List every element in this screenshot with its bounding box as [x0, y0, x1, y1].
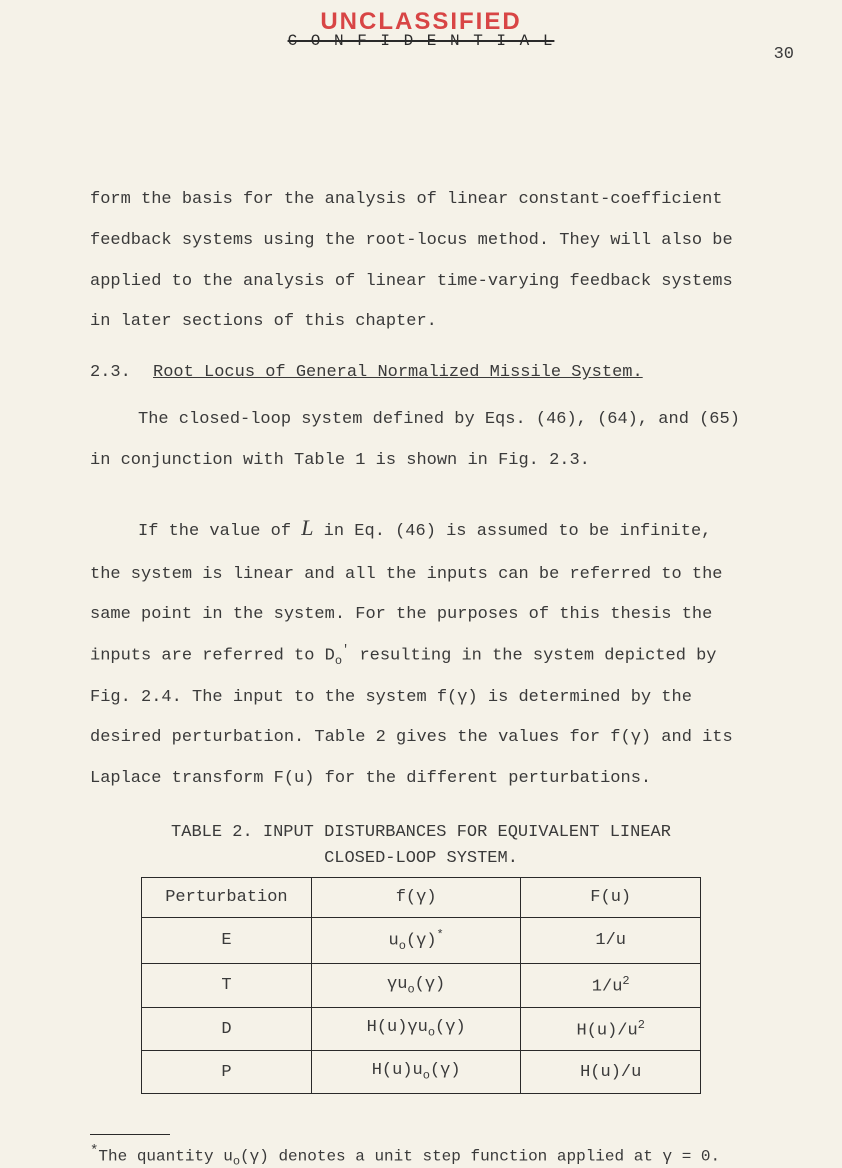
fgamma-pre: u [389, 932, 399, 951]
footnote-sub: o [233, 1154, 240, 1168]
fgamma-pre: H(u)γu [367, 1018, 428, 1037]
section-title: Root Locus of General Normalized Missile… [153, 363, 643, 382]
section-heading: 2.3. Root Locus of General Normalized Mi… [90, 363, 752, 382]
footnote-divider [90, 1134, 170, 1135]
fgamma-sub: o [423, 1069, 430, 1083]
script-l-symbol: L [301, 515, 313, 540]
fgamma-pre: H(u)u [372, 1061, 423, 1080]
cell-fu: 1/u [521, 918, 701, 964]
cell-perturbation: P [142, 1051, 312, 1093]
table-row: E uo(γ)* 1/u [142, 918, 701, 964]
para3-text-2: in Eq. (46) is assumed to be infinite, t… [90, 522, 723, 666]
disturbance-table: Perturbation f(γ) F(u) E uo(γ)* 1/u T γu… [141, 877, 701, 1094]
section-number: 2.3. [90, 363, 131, 382]
fu-sup: 2 [622, 974, 629, 988]
cell-fu: H(u)/u2 [521, 1007, 701, 1051]
fgamma-sub: o [407, 982, 414, 996]
table-row: T γuo(γ) 1/u2 [142, 964, 701, 1008]
fgamma-pre: γu [387, 975, 407, 994]
paragraph-2: The closed-loop system defined by Eqs. (… [90, 400, 752, 482]
header-fu: F(u) [521, 878, 701, 918]
fu-pre: 1/u [592, 978, 623, 997]
table-header-row: Perturbation f(γ) F(u) [142, 878, 701, 918]
cell-perturbation: T [142, 964, 312, 1008]
table-title: TABLE 2. INPUT DISTURBANCES FOR EQUIVALE… [90, 820, 752, 871]
para3-text-1: If the value of [138, 522, 291, 541]
table-row: D H(u)γuo(γ) H(u)/u2 [142, 1007, 701, 1051]
fgamma-sub: o [399, 939, 406, 953]
page-number: 30 [774, 45, 794, 64]
table-row: P H(u)uo(γ) H(u)/u [142, 1051, 701, 1093]
d-subscript: o [335, 654, 342, 668]
fgamma-post: (γ) [415, 975, 446, 994]
strikethrough-classification: C O N F I D E N T I A L [288, 32, 555, 50]
fgamma-post: (γ) [406, 932, 437, 951]
fu-pre: H(u)/u [577, 1021, 638, 1040]
footnote-star: * [90, 1143, 98, 1159]
fgamma-post: (γ) [435, 1018, 466, 1037]
cell-fgamma: H(u)uo(γ) [311, 1051, 521, 1093]
page-content: form the basis for the analysis of linea… [90, 180, 752, 1168]
cell-fgamma: uo(γ)* [311, 918, 521, 964]
cell-perturbation: E [142, 918, 312, 964]
fgamma-sup: * [437, 928, 444, 942]
footnote-text-post: (γ) denotes a unit step function applied… [240, 1147, 720, 1165]
footnote-text-pre: The quantity u [98, 1147, 232, 1165]
footnote: *The quantity uo(γ) denotes a unit step … [90, 1143, 752, 1168]
fu-sup: 2 [638, 1018, 645, 1032]
table-title-line2: CLOSED-LOOP SYSTEM. [324, 849, 518, 868]
fgamma-sub: o [428, 1026, 435, 1040]
cell-fu: H(u)/u [521, 1051, 701, 1093]
cell-fgamma: H(u)γuo(γ) [311, 1007, 521, 1051]
para3-text-3: resulting in the system depicted by Fig.… [90, 647, 733, 788]
cell-fu: 1/u2 [521, 964, 701, 1008]
cell-fgamma: γuo(γ) [311, 964, 521, 1008]
paragraph-1: form the basis for the analysis of linea… [90, 180, 752, 343]
fgamma-post: (γ) [430, 1061, 461, 1080]
cell-perturbation: D [142, 1007, 312, 1051]
table-title-line1: TABLE 2. INPUT DISTURBANCES FOR EQUIVALE… [171, 823, 671, 842]
header-fgamma: f(γ) [311, 878, 521, 918]
header-perturbation: Perturbation [142, 878, 312, 918]
paragraph-3: If the value of L in Eq. (46) is assumed… [90, 502, 752, 800]
